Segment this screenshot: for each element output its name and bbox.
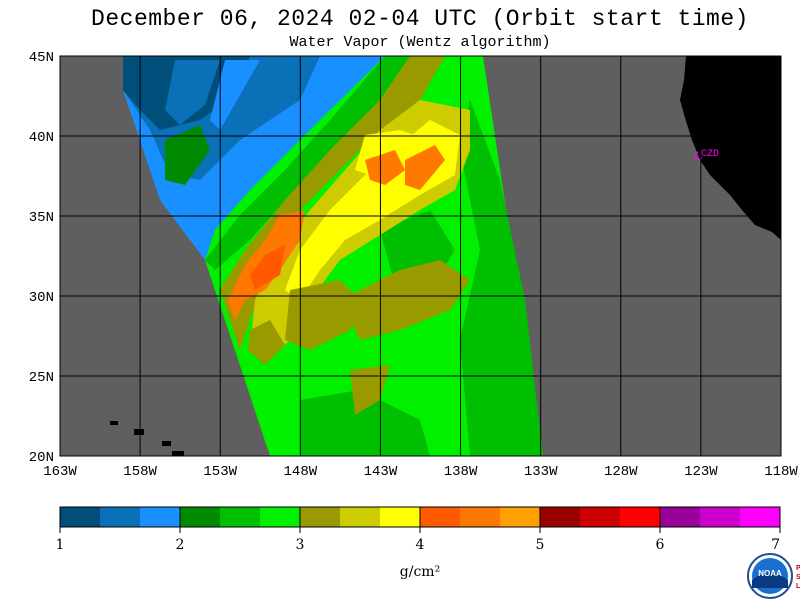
lat-label: 25N	[29, 370, 54, 386]
colorbar-tick-label: 1	[56, 537, 65, 553]
water-vapor-swath	[123, 56, 543, 456]
map-content	[60, 56, 781, 456]
colorbar-swatch	[60, 507, 101, 527]
colorbar-swatch	[660, 507, 701, 527]
colorbar-tick-label: 7	[771, 537, 780, 553]
colorbar-swatch	[620, 507, 661, 527]
colorbar-swatch	[180, 507, 221, 527]
colorbar-tick-label: 2	[176, 537, 185, 553]
colorbar-swatch	[100, 507, 141, 527]
lon-label: 143W	[364, 464, 398, 480]
land-california	[680, 56, 781, 240]
colorbar-unit: g/cm²	[400, 564, 440, 580]
lat-label: 20N	[29, 450, 54, 466]
map-frame	[59, 55, 782, 457]
logo-text: NOAA	[758, 569, 782, 578]
lat-label: 45N	[29, 50, 54, 66]
noaa-logo: NOAA	[747, 553, 793, 599]
colorbar-swatch	[140, 507, 181, 527]
colorbar-swatch	[220, 507, 261, 527]
colorbar: 1 2 3 4 5 6 7	[56, 506, 781, 553]
lat-label: 30N	[29, 290, 54, 306]
place-label-czd: CZD	[701, 149, 719, 160]
latitude-labels: 20N 25N 30N 35N 40N 45N	[29, 50, 54, 466]
lat-label: 40N	[29, 130, 54, 146]
lon-label: 133W	[524, 464, 558, 480]
lon-label: 163W	[43, 464, 77, 480]
lon-label: 123W	[684, 464, 718, 480]
lon-label: 148W	[284, 464, 318, 480]
colorbar-swatch	[580, 507, 621, 527]
lon-label: 153W	[203, 464, 237, 480]
lat-label: 35N	[29, 210, 54, 226]
colorbar-tick-label: 4	[416, 537, 425, 553]
chart-subtitle: Water Vapor (Wentz algorithm)	[289, 34, 551, 51]
colorbar-swatch	[500, 507, 541, 527]
colorbar-swatch	[340, 507, 381, 527]
colorbar-swatch	[540, 507, 581, 527]
colorbar-swatch	[700, 507, 741, 527]
land-hawaii	[110, 421, 184, 456]
lon-label: 128W	[604, 464, 638, 480]
colorbar-swatch	[420, 507, 461, 527]
colorbar-swatch	[460, 507, 501, 527]
colorbar-tick-label: 3	[296, 537, 305, 553]
lat-lon-grid	[60, 56, 781, 456]
colorbar-swatch	[380, 507, 421, 527]
colorbar-swatch	[260, 507, 301, 527]
lon-label: 138W	[444, 464, 478, 480]
colorbar-tick-label: 5	[536, 537, 545, 553]
colorbar-swatch	[740, 507, 781, 527]
longitude-labels: 163W 158W 153W 148W 143W 138W 133W 128W 123W 118W	[43, 464, 798, 480]
lon-label: 118W	[764, 464, 798, 480]
lon-label: 158W	[123, 464, 157, 480]
colorbar-tick-label: 6	[656, 537, 665, 553]
chart-title: December 06, 2024 02-04 UTC (Orbit start…	[91, 6, 749, 32]
colorbar-swatch	[300, 507, 341, 527]
